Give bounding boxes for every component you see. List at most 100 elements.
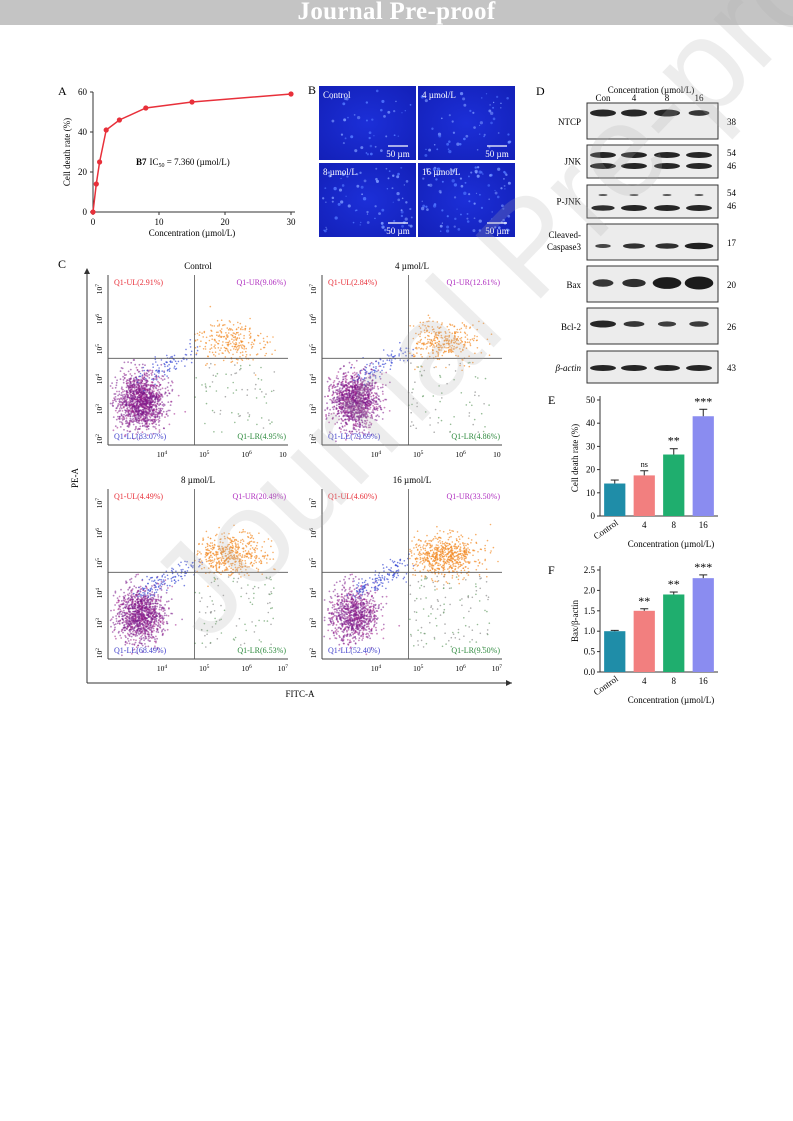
c-dot-lr	[474, 376, 477, 378]
c-dot-ll	[162, 403, 165, 405]
c-dot-ll	[118, 605, 121, 608]
c-dot-lr	[468, 412, 471, 414]
c-dot-ll	[145, 399, 148, 401]
c-dot-ll	[166, 394, 169, 397]
c-dot-ur	[435, 350, 438, 353]
c-dot-ll	[119, 426, 122, 428]
c-dot-ur	[205, 364, 207, 367]
c-dot-ur	[463, 331, 466, 334]
c-dot-ll	[361, 404, 363, 407]
c-dot-ll	[355, 425, 358, 428]
c-dot-ll	[370, 368, 373, 371]
c-dot-ll	[384, 384, 387, 386]
c-dot-ll	[142, 636, 145, 639]
c-dot-ur	[220, 347, 222, 349]
c-dot-ul	[381, 363, 384, 366]
c-dot-ur	[423, 342, 425, 344]
c-dot-ll	[122, 375, 124, 378]
c-dot-lr	[448, 363, 451, 366]
b-cell-dot	[500, 107, 502, 109]
panel-a-label: A	[58, 84, 67, 98]
b-cell-dot	[420, 206, 425, 211]
c-dot-ur	[440, 344, 442, 347]
c-dot-lr	[255, 397, 258, 399]
c-dot-ur	[476, 347, 479, 349]
c-dot-ur	[455, 339, 458, 342]
c-dot-ll	[148, 423, 151, 425]
c-dot-lr	[473, 418, 476, 421]
b-cell-dot	[365, 101, 369, 104]
c-dot-ll	[147, 408, 149, 411]
c-dot-ur	[412, 337, 415, 340]
c-dot-ll	[139, 387, 141, 390]
c-dot-ur	[204, 348, 207, 350]
c-dot-ll	[113, 628, 116, 631]
c-dot-ur	[453, 348, 455, 350]
c-dot-ll	[370, 395, 373, 398]
c-dot-ll	[132, 394, 135, 396]
c-dot-ll	[118, 407, 121, 410]
c-dot-lr	[460, 392, 463, 394]
c-dot-ll	[153, 394, 155, 397]
b-cell-dot	[334, 216, 338, 220]
c-dot-ur	[420, 353, 422, 356]
c-dot-ur	[450, 347, 453, 349]
c-dot-ur	[466, 341, 469, 344]
c-dot-ur	[198, 334, 201, 336]
b-cell-dot	[435, 178, 438, 181]
c-dot-ll	[154, 416, 157, 419]
c-dot-ur	[263, 346, 266, 349]
b-cell-dot	[392, 174, 395, 178]
c-dot-ll	[170, 598, 173, 600]
c-dot-ll	[357, 402, 360, 405]
b-cell-dot	[462, 97, 466, 101]
c-dot-ur	[225, 332, 227, 334]
c-dot-ur	[221, 344, 224, 347]
c-dot-ll	[337, 371, 340, 373]
c-dot-ll	[379, 377, 382, 380]
c-dot-ll	[124, 374, 126, 377]
c-dot-ll	[127, 637, 129, 640]
c-dot-lr	[239, 368, 241, 371]
b-cell-dot	[451, 120, 454, 123]
c-dot-ll	[340, 402, 343, 405]
c-dot-ll	[155, 392, 158, 394]
c-dot-ll	[381, 418, 384, 420]
c-dot-ll	[340, 394, 342, 397]
c-dot-ur	[252, 359, 254, 361]
c-dot-ur	[241, 326, 243, 328]
c-dot-ll	[142, 377, 144, 380]
c-dot-ll	[152, 602, 155, 605]
c-dot-ur	[231, 360, 234, 363]
c-dot-lr	[265, 393, 267, 395]
c-dot-lr	[469, 361, 471, 364]
c-dot-ll	[158, 429, 161, 431]
c-dot-ll	[375, 400, 377, 403]
b-cell-dot	[387, 177, 390, 180]
c-dot-ll	[139, 632, 142, 635]
c-dot-ur	[437, 351, 439, 354]
b-cell-dot	[401, 112, 403, 114]
c-dot-ll	[381, 373, 383, 375]
b-cell-dot	[368, 131, 372, 135]
c-dot-ll	[350, 418, 352, 421]
c-dot-ur	[441, 337, 444, 339]
b-cell-dot	[385, 167, 388, 170]
a-y-label: Cell death rate (%)	[62, 118, 72, 186]
c-dot-ur	[244, 327, 247, 330]
c-dot-ur	[199, 331, 201, 334]
c-dot-ll	[354, 384, 356, 387]
c-dot-ll	[342, 397, 344, 400]
c-dot-ur	[435, 355, 437, 358]
c-dot-ur	[216, 334, 218, 337]
c-dot-ll	[385, 398, 388, 401]
c-dot-ll	[137, 620, 139, 622]
c-dot-ll	[142, 417, 145, 420]
b-cell-dot	[323, 229, 327, 233]
c-dot-ll	[143, 391, 145, 394]
c-dot-ur	[224, 324, 226, 326]
c-dot-ur	[427, 342, 429, 344]
c-dot-ll	[343, 385, 345, 388]
b-cell-dot	[456, 142, 460, 146]
c-dot-ll	[132, 377, 135, 380]
